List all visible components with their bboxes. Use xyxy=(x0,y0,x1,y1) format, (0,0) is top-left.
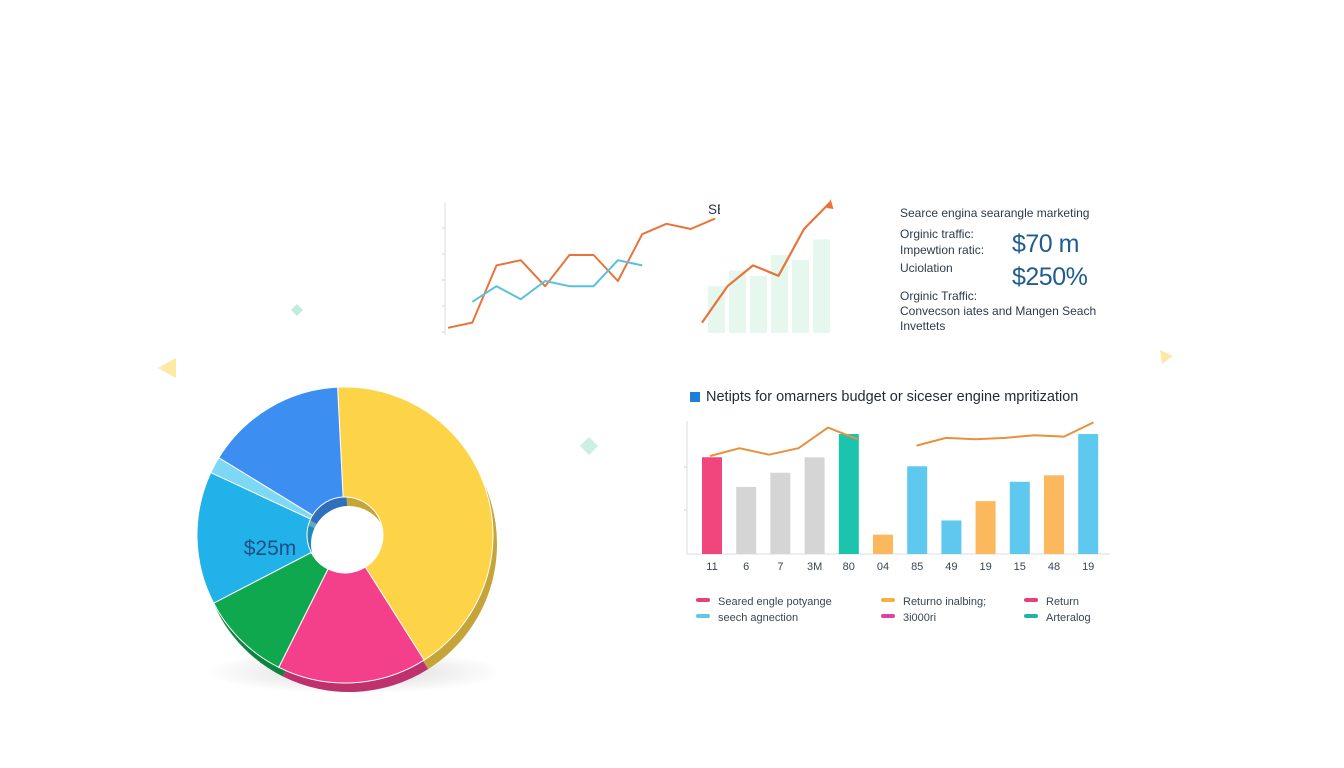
bar-chart-x-label: 49 xyxy=(945,561,957,573)
legend-label: 3i000ri xyxy=(903,612,937,624)
deco-diamond-left xyxy=(291,304,303,316)
mini-chart-bar xyxy=(729,270,746,333)
bar-chart-x-label: 04 xyxy=(877,561,889,573)
legend-label: seech agnection xyxy=(718,612,799,624)
donut-segment xyxy=(278,566,425,684)
deco-triangle-left xyxy=(158,358,176,378)
bar-chart-x-label: 15 xyxy=(1014,561,1026,573)
mini-chart-bar xyxy=(792,260,809,333)
bar-chart: 11 6 7 3M 80 04 85 49 19 15 48 19 xyxy=(684,421,1110,573)
mini-chart-bar xyxy=(708,286,725,333)
legend-label: Return xyxy=(1046,596,1080,608)
bar-chart-bar xyxy=(907,466,928,554)
stats-label-conversion-rates: Convecson iates and Mangen Seach xyxy=(900,304,1097,318)
donut-center-label: $25m xyxy=(244,537,297,560)
legend-item: Seared engle potyange xyxy=(696,596,832,608)
legend-item: 3i000ri xyxy=(881,612,936,624)
mini-chart-line xyxy=(701,202,831,324)
mini-chart-line-arrow xyxy=(826,199,834,209)
bar-chart-legend: Seared engle potyange seech agnection Retu… xyxy=(696,596,1116,632)
line-chart-title: SEMO Traffic xyxy=(708,202,720,217)
stats-value-secondary: $250% xyxy=(1012,263,1088,291)
bar-chart-bar xyxy=(975,501,996,554)
stats-panel: Searce engina searangle marketing Orgini… xyxy=(900,200,1150,340)
bar-chart-x-label: 7 xyxy=(777,561,783,573)
donut-segment xyxy=(218,386,344,516)
legend-swatch xyxy=(696,598,710,602)
bar-chart-x-label: 80 xyxy=(843,561,855,573)
legend-swatch xyxy=(1024,598,1038,602)
stats-label-investments: Invettets xyxy=(900,319,946,333)
bar-chart-bar xyxy=(804,457,825,554)
bar-chart-x-label: 3M xyxy=(807,561,822,573)
legend-label: Arteralog xyxy=(1046,612,1091,624)
mini-chart-bar xyxy=(750,275,767,333)
bar-chart-bar xyxy=(873,534,893,554)
bar-chart-bar xyxy=(770,472,791,554)
donut-segment xyxy=(196,471,312,604)
bar-chart-line xyxy=(709,421,1094,457)
stats-value-primary: $70 m xyxy=(1012,230,1079,258)
donut-chart: $25m xyxy=(196,386,505,694)
legend-label: Seared engle potyange xyxy=(718,596,832,608)
bar-chart-title: Netipts for omarners budget or siceser e… xyxy=(690,389,1078,405)
bar-chart-bar xyxy=(838,434,859,554)
stats-label-valuation: Uciolation xyxy=(900,261,953,275)
stats-label-organic-traffic-2: Orginic Traffic: xyxy=(900,289,978,303)
line-chart-series-1 xyxy=(447,217,716,329)
bar-chart-x-label: 85 xyxy=(911,561,923,573)
stats-label-organic-traffic: Orginic traffic: xyxy=(900,227,974,241)
bar-chart-x-label: 11 xyxy=(706,561,717,573)
bar-chart-x-label: 48 xyxy=(1048,561,1060,573)
donut-segment xyxy=(212,551,329,669)
bar-chart-bar xyxy=(941,520,962,554)
mini-chart-bar xyxy=(771,255,788,333)
line-chart-series-2 xyxy=(471,259,643,303)
bar-chart-x-label: 19 xyxy=(979,561,991,573)
deco-triangle-right xyxy=(1160,350,1173,364)
line-chart: SEMO Traffic xyxy=(442,202,720,335)
legend-swatch xyxy=(696,614,710,618)
legend-label: Returno inalbing; xyxy=(903,596,987,608)
legend-swatch xyxy=(1024,614,1038,618)
stats-label-impression-ratio: Impewtion ratic: xyxy=(900,243,985,257)
bar-chart-bar xyxy=(1009,481,1030,554)
legend-swatch xyxy=(881,598,895,602)
bar-chart-x-label: 6 xyxy=(743,561,749,573)
legend-item: Return xyxy=(1024,596,1079,608)
deco-diamond-mid xyxy=(580,437,598,455)
bar-chart-bar xyxy=(702,457,722,554)
mini-chart-bar xyxy=(813,239,830,333)
legend-swatch xyxy=(881,614,895,618)
bar-chart-bar xyxy=(736,486,757,554)
donut-segment xyxy=(337,386,494,661)
bar-chart-x-label: 19 xyxy=(1082,561,1094,573)
bar-chart-title-text: Netipts for omarners budget or siceser e… xyxy=(706,389,1079,405)
bar-chart-bar xyxy=(1044,475,1064,554)
legend-item: Arteralog xyxy=(1024,612,1091,624)
stats-heading: Searce engina searangle marketing xyxy=(900,206,1090,220)
bar-chart-bar xyxy=(1078,434,1099,554)
legend-item: Returno inalbing; xyxy=(881,596,986,608)
bar-chart-title-marker xyxy=(690,392,700,402)
legend-item: seech agnection xyxy=(696,612,798,624)
mini-bar-line-chart xyxy=(701,199,834,333)
